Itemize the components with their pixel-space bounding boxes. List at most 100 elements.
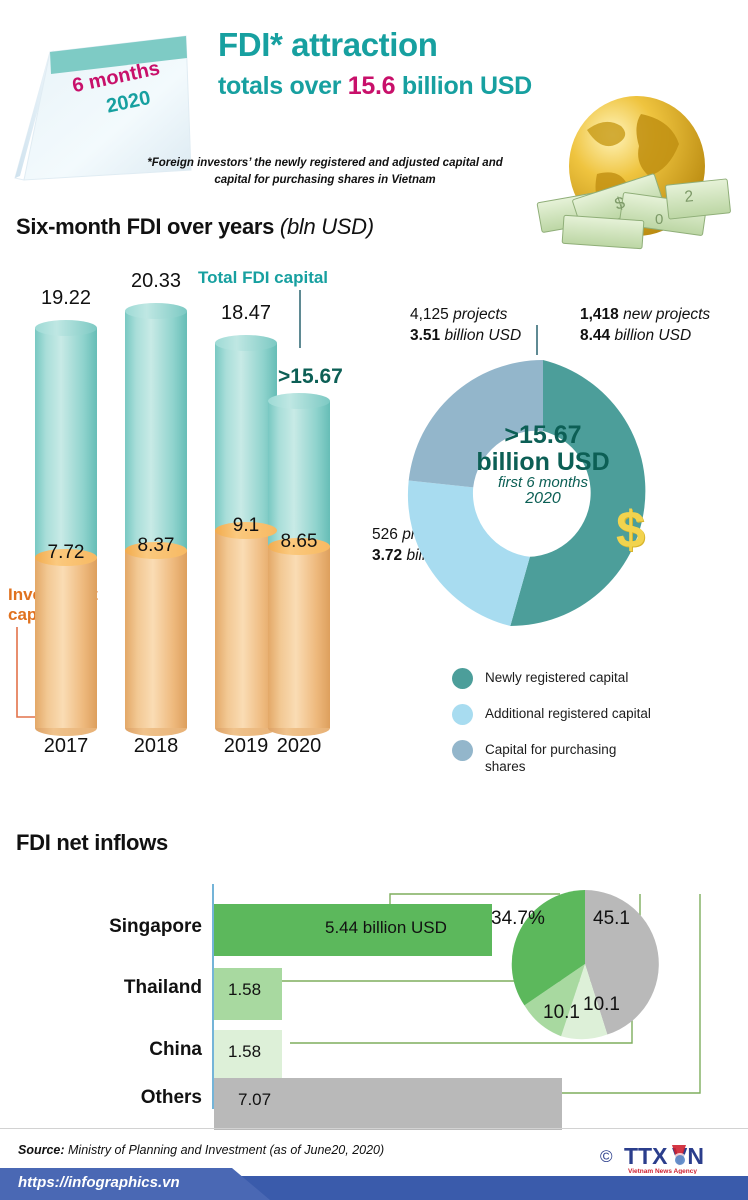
bar-investment-segment [215,530,277,728]
bar-total-segment [35,328,97,557]
donut-slice-additional-registered [407,480,530,626]
bar-total-value-2019: 18.47 [220,302,272,324]
purchase-projects-value: 3.51 [410,326,441,344]
inflow-value-thailand: 1.58 [228,980,262,999]
pie-slice-thailand [524,964,585,1037]
bar-investment-segment [35,557,97,728]
donut-note-purchase-projects: 4,125 projects 3.51 billion USD [410,305,521,347]
source-line: Source: Ministry of Planning and Investm… [18,1143,384,1157]
legend-swatch-icon [452,668,473,689]
additional-projects-count: 526 [372,526,398,543]
legend-label: Newly registered capital [485,670,629,685]
bar-year-2020: 2020 [276,735,322,757]
donut-center-unit: billion USD [476,447,610,476]
svg-text:2: 2 [684,188,695,206]
inflow-label-thailand: Thailand [123,977,202,998]
donut-center-label: >15.67 billion USD first 6 months 2020 [462,422,624,508]
bar-cap-top [35,320,97,336]
pie-label-thailand: 10.1 [543,1002,580,1023]
globe-money-icon: $ 2 0 [525,78,735,253]
donut-legend: Newly registered capital Additional regi… [452,668,732,791]
bar-investment-segment [268,546,330,728]
bar-investment-value: 8.65 [280,531,318,552]
footer-url[interactable]: https://infographics.vn [18,1174,180,1191]
page-subtitle: totals over 15.6 billion USD [218,72,678,101]
tent-calendar-card: 6 months 2020 [10,18,215,193]
donut-center-value: >15.67 [504,421,582,449]
bar-total-segment [215,343,277,530]
bar-total-segment [125,311,187,550]
new-projects-value: 8.44 [580,326,611,344]
bar-year-2019: 2019 [223,735,269,757]
new-projects-count: 1,418 [580,306,619,323]
purchase-leader-line [536,325,538,355]
legend-item-additional-registered: Additional registered capital [452,704,732,725]
pie-label-china: 10.1 [583,994,620,1015]
six-month-fdi-bar-chart: 7.72 19.22 2017 8.37 20.33 2018 9.1 18.4… [0,265,400,765]
inflow-bar-others [214,1078,562,1130]
bar-cap-top [125,303,187,319]
footnote: *Foreign investors’ the newly registered… [147,157,503,186]
inflow-bar-singapore [214,904,492,956]
fdi-capital-donut-chart: >15.67 billion USD first 6 months 2020 $ [398,350,688,640]
inflow-share-pie-chart: 34.7% 45.1 10.1 10.1 [491,884,665,1044]
donut-note-new-projects: 1,418 new projects 8.44 billion USD [580,305,710,347]
dollar-sign-icon: $ [616,501,645,559]
inflow-label-others: Others [140,1087,202,1108]
copyright-icon: © [600,1147,613,1166]
bar-split-ellipse [35,549,97,566]
inflow-value-china: 1.58 [228,1042,262,1061]
bar-year-2017: 2017 [43,735,89,757]
donut-center-period-2: 2020 [525,489,561,507]
inflow-bar-china [214,1030,282,1082]
subtitle-post: billion USD [395,72,532,100]
purchase-projects-unit: billion USD [444,326,522,344]
pie-slice-others [585,890,659,1035]
new-projects-unit: billion USD [614,326,692,344]
legend-label: Capital for purchasing shares [485,742,617,774]
pie-label-others: 45.1 [593,908,630,929]
svg-text:TTX: TTX [624,1143,668,1169]
total-fdi-leader-line [299,290,301,348]
purchase-projects-word: projects [453,306,508,323]
bar-total-segment [268,401,330,546]
bar-2018: 8.37 [125,303,187,736]
bar-split-ellipse [268,538,330,555]
bar-total-value-2017: 19.22 [40,287,92,309]
footer-url-tab [0,1168,270,1200]
source-label: Source: [18,1143,65,1157]
inflow-label-china: China [149,1039,202,1060]
legend-swatch-icon [452,704,473,725]
section-heading-bars: Six-month FDI over years (bln USD) [16,214,374,240]
ttxvn-logo: © TTX VN Vietnam News Agency [600,1140,740,1175]
bar-split-ellipse [125,542,187,559]
new-projects-word: new projects [623,306,711,323]
bar-cap-top [215,335,277,351]
bar-total-value-2020: >15.67 [278,365,343,388]
source-text: Ministry of Planning and Investment (as … [64,1143,385,1157]
fdi-net-inflows-chart: Singapore 5.44 billion USD Thailand 1.58… [0,868,748,1130]
section-heading-inflows: FDI net inflows [16,830,168,855]
legend-label: Additional registered capital [485,706,651,721]
donut-center-period-1: first 6 months [497,474,589,491]
bar-year-2018: 2018 [133,735,179,757]
bar-investment-value: 7.72 [47,542,85,563]
bar-2020: 8.65 [268,393,330,736]
subtitle-highlight: 15.6 [347,72,396,100]
svg-text:0: 0 [655,211,663,228]
additional-projects-value: 3.72 [372,546,403,564]
inflow-axis [212,884,214,1109]
pie-slice-singapore [511,890,585,1006]
legend-total-fdi-capital: Total FDI capital [198,268,329,287]
bars-heading-italic: (bln USD) [279,214,374,239]
bar-cap-top [268,393,330,409]
donut-slice-purchasing-shares [408,359,543,488]
legend-swatch-icon [452,740,473,761]
bars-heading-bold: Six-month FDI over years [16,214,280,239]
pie-slice-china [561,964,608,1040]
pie-label-singapore: 34.7% [491,908,545,929]
inflow-value-others: 7.07 [238,1090,272,1109]
purchase-projects-count: 4,125 [410,306,449,323]
bar-investment-value: 8.37 [137,535,175,556]
